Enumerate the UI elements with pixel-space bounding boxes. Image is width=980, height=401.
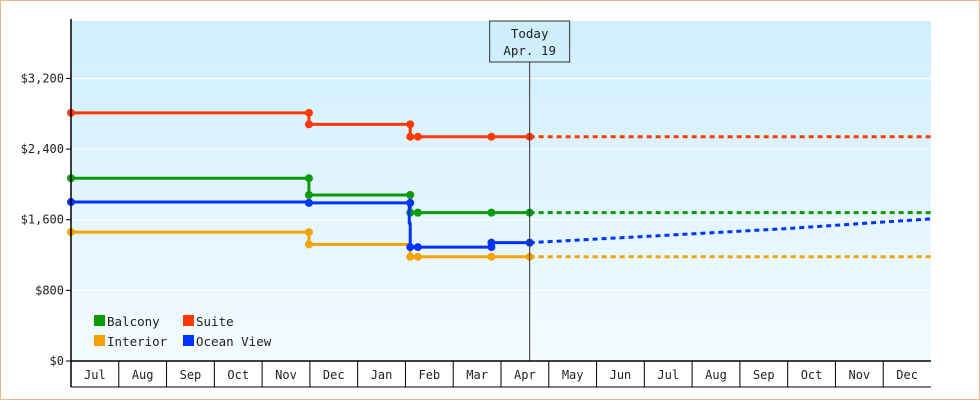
- data-point: [304, 228, 313, 237]
- data-point: [304, 240, 313, 249]
- y-tick-label: $800: [35, 283, 64, 297]
- month-label: Feb: [418, 368, 440, 382]
- data-point: [406, 132, 415, 141]
- today-date: Apr. 19: [503, 43, 556, 58]
- month-label: Aug: [132, 368, 154, 382]
- legend-item: Interior: [94, 334, 168, 349]
- month-label: Jun: [610, 368, 632, 382]
- plot-area: [71, 21, 931, 361]
- series-ocean-view: [67, 198, 932, 252]
- forecast-line: [529, 217, 932, 245]
- month-label: Aug: [705, 368, 727, 382]
- series-suite: [67, 108, 931, 141]
- month-label: Oct: [227, 368, 249, 382]
- data-point: [487, 252, 496, 261]
- month-label: Mar: [466, 368, 488, 382]
- data-point: [487, 238, 496, 247]
- month-label: Jul: [84, 368, 106, 382]
- data-point: [487, 208, 496, 217]
- legend-label: Ocean View: [196, 334, 272, 349]
- y-axis-ticks: $0 $800 $1,600 $2,400 $3,200: [21, 71, 71, 368]
- month-label: Jan: [371, 368, 393, 382]
- legend-swatch: [94, 315, 105, 326]
- legend-label: Suite: [196, 314, 234, 329]
- month-label: Sep: [753, 368, 775, 382]
- data-point: [406, 120, 415, 129]
- y-tick-label: $1,600: [21, 213, 64, 227]
- data-point: [406, 198, 415, 207]
- month-label: Jul: [657, 368, 679, 382]
- axes: [70, 19, 931, 387]
- legend-item: Suite: [183, 314, 234, 329]
- series-lines: [67, 108, 932, 261]
- legend: Balcony Suite Interior Ocean View: [94, 314, 272, 349]
- data-point: [304, 120, 313, 129]
- month-label: Nov: [275, 368, 297, 382]
- legend-item: Balcony: [94, 314, 160, 329]
- legend-swatch: [183, 335, 194, 346]
- data-point: [413, 208, 422, 217]
- data-point: [406, 190, 415, 199]
- data-point: [304, 190, 313, 199]
- data-point: [406, 252, 415, 261]
- month-label: May: [562, 368, 584, 382]
- today-marker: Today Apr. 19: [489, 20, 571, 361]
- today-label-box: [489, 20, 571, 63]
- data-point: [304, 198, 313, 207]
- legend-swatch: [183, 315, 194, 326]
- y-tick-label: $0: [50, 354, 64, 368]
- data-point: [304, 108, 313, 117]
- legend-label: Balcony: [107, 314, 160, 329]
- month-label: Dec: [896, 368, 918, 382]
- grid-lines: [71, 77, 931, 291]
- legend-swatch: [94, 335, 105, 346]
- data-point: [406, 243, 415, 252]
- month-label: Sep: [180, 368, 202, 382]
- data-point: [304, 174, 313, 183]
- month-label: Oct: [801, 368, 823, 382]
- month-label: Apr: [514, 368, 536, 382]
- data-point: [487, 132, 496, 141]
- x-axis-month-cells: Jul Aug Sep Oct Nov Dec Jan Feb Mar Apr May Jun Jul A…: [71, 361, 931, 388]
- month-label: Dec: [323, 368, 345, 382]
- data-point: [413, 252, 422, 261]
- month-label: Nov: [848, 368, 870, 382]
- y-tick-label: $2,400: [21, 142, 64, 156]
- data-point: [413, 132, 422, 141]
- y-tick-label: $3,200: [21, 71, 64, 85]
- legend-label: Interior: [107, 334, 168, 349]
- data-point: [413, 243, 422, 252]
- legend-item: Ocean View: [183, 334, 272, 349]
- today-title: Today: [511, 26, 549, 41]
